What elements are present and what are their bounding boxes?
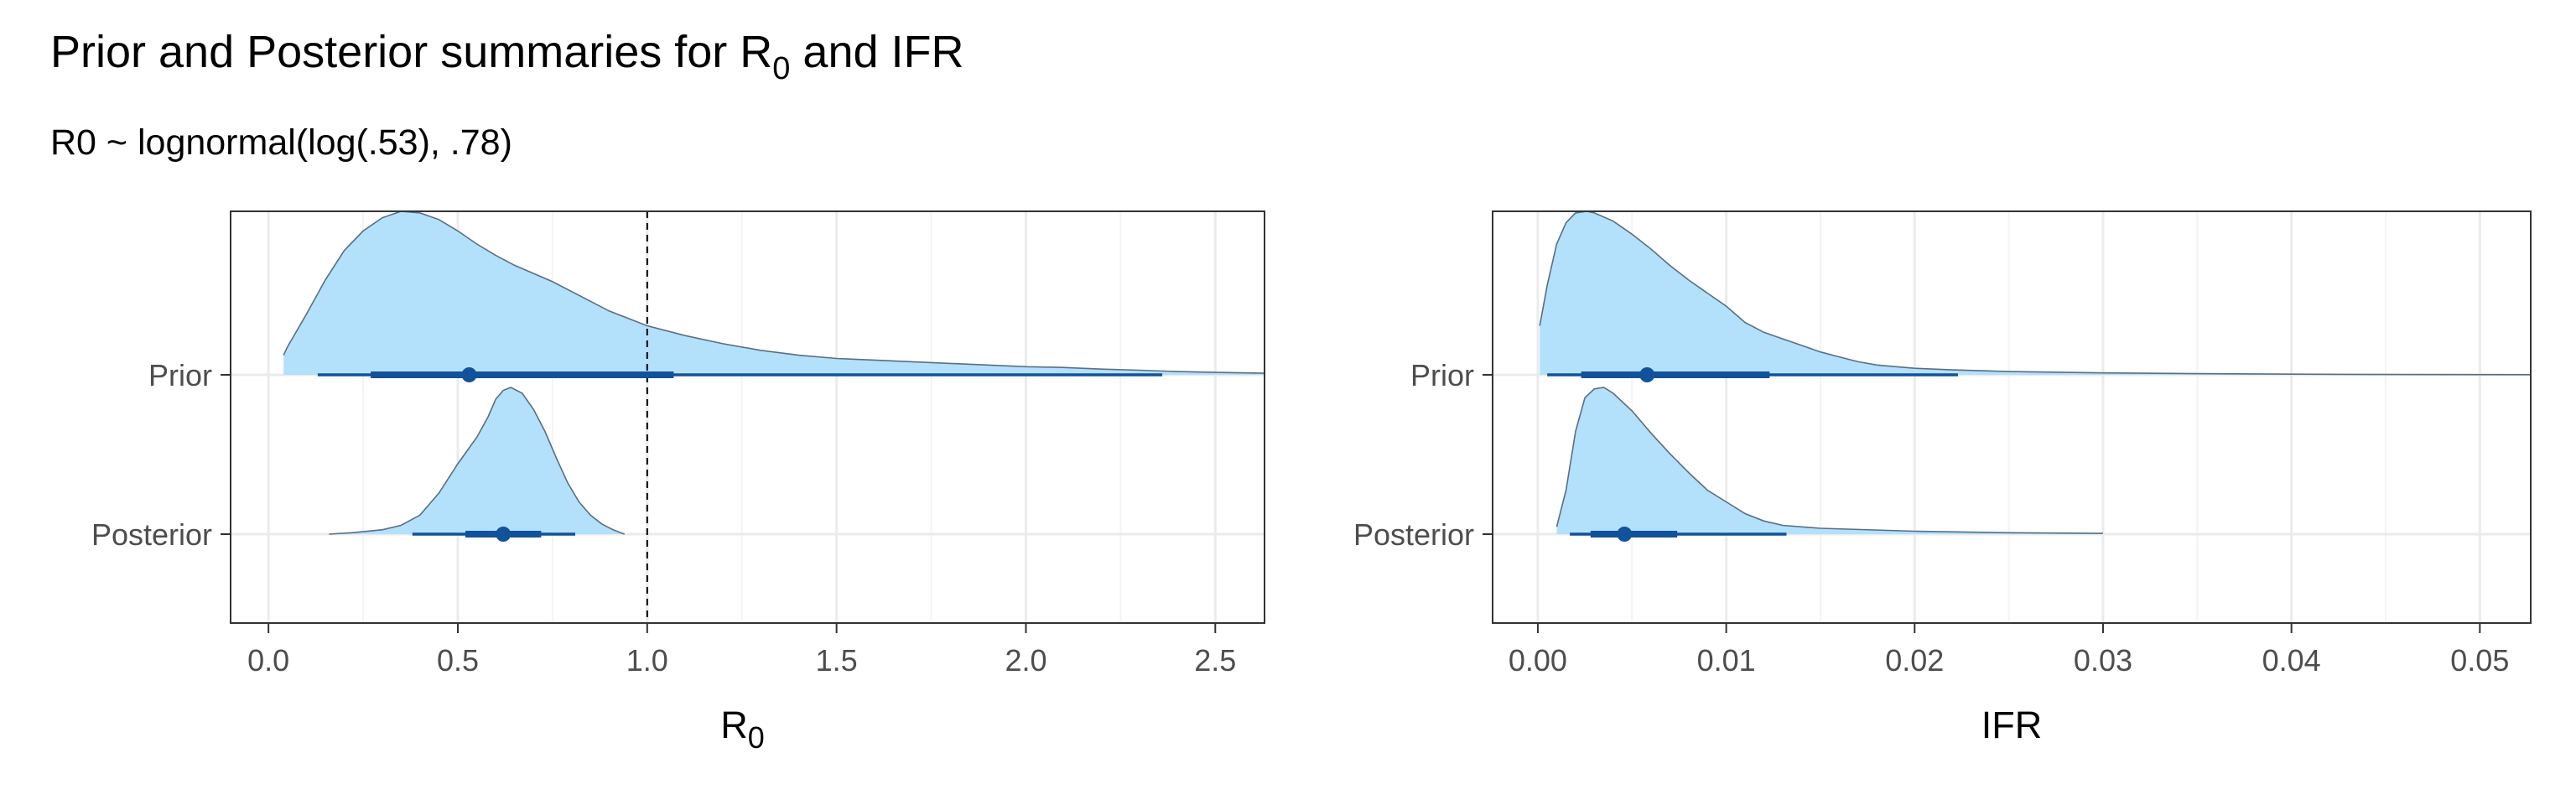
ifr-category-label-posterior: Posterior: [1353, 517, 1474, 552]
r0-category-label-posterior: Posterior: [91, 517, 212, 552]
ifr-xtick-label: 0.02: [1885, 643, 1944, 678]
r0-panel: 0.0 0.5 1.0 1.5 2.0 2.5 Prior Posterior R0: [91, 210, 1265, 755]
ifr-panel-border: [1492, 210, 2532, 624]
r0-point-posterior: [496, 527, 512, 542]
r0-axis-title: R0: [720, 704, 765, 755]
ifr-density-prior: [1540, 211, 2531, 375]
r0-density-outline-prior: [283, 210, 1265, 374]
ifr-point-prior: [1639, 367, 1655, 382]
r0-axis-title-main: R: [720, 704, 748, 746]
ifr-axis-title: IFR: [1981, 704, 2043, 746]
r0-panel-border: [230, 210, 1265, 624]
r0-density-outline-posterior: [329, 387, 625, 535]
ifr-intervals: [1547, 367, 1958, 542]
r0-axis-ticks: 0.0 0.5 1.0 1.5 2.0 2.5 Prior Posterior: [91, 358, 1236, 678]
r0-category-label-prior: Prior: [148, 358, 212, 392]
ifr-category-label-prior: Prior: [1410, 358, 1474, 392]
ifr-xtick-label: 0.00: [1509, 643, 1567, 678]
ifr-xtick-label: 0.03: [2074, 643, 2132, 678]
ifr-panel: 0.00 0.01 0.02 0.03 0.04 0.05 Prior Posterior I…: [1353, 210, 2532, 746]
ifr-point-posterior: [1617, 527, 1633, 542]
r0-point-prior: [461, 367, 477, 382]
ifr-xtick-label: 0.05: [2450, 643, 2509, 678]
r0-intervals: [317, 211, 1163, 623]
r0-xtick-label: 2.0: [1005, 643, 1046, 678]
r0-xtick-label: 2.5: [1194, 643, 1236, 678]
ifr-density-outline-posterior: [1555, 387, 2104, 534]
ifr-axis-title-main: IFR: [1981, 704, 2043, 746]
r0-densities: [283, 210, 1265, 535]
ifr-xtick-label: 0.04: [2262, 643, 2321, 678]
ifr-xtick-label: 0.01: [1697, 643, 1756, 678]
ifr-axis-ticks: 0.00 0.01 0.02 0.03 0.04 0.05 Prior Posterior: [1353, 358, 2509, 678]
chart-title-subscript: 0: [772, 51, 790, 86]
r0-density-posterior: [329, 387, 625, 534]
r0-xtick-label: 1.0: [626, 643, 668, 678]
r0-xtick-label: 1.5: [816, 643, 858, 678]
chart-subtitle: R0 ~ lognormal(log(.53), .78): [50, 122, 512, 163]
chart-title-suffix: and IFR: [790, 27, 963, 77]
chart-title: Prior and Posterior summaries for R0 and…: [50, 27, 964, 86]
r0-xtick-label: 0.0: [247, 643, 289, 678]
chart-title-text: Prior and Posterior summaries for R: [50, 27, 772, 77]
r0-xtick-label: 0.5: [437, 643, 479, 678]
r0-density-prior: [283, 211, 1265, 375]
ifr-density-posterior: [1556, 387, 2103, 534]
r0-axis-title-subscript: 0: [748, 720, 765, 755]
